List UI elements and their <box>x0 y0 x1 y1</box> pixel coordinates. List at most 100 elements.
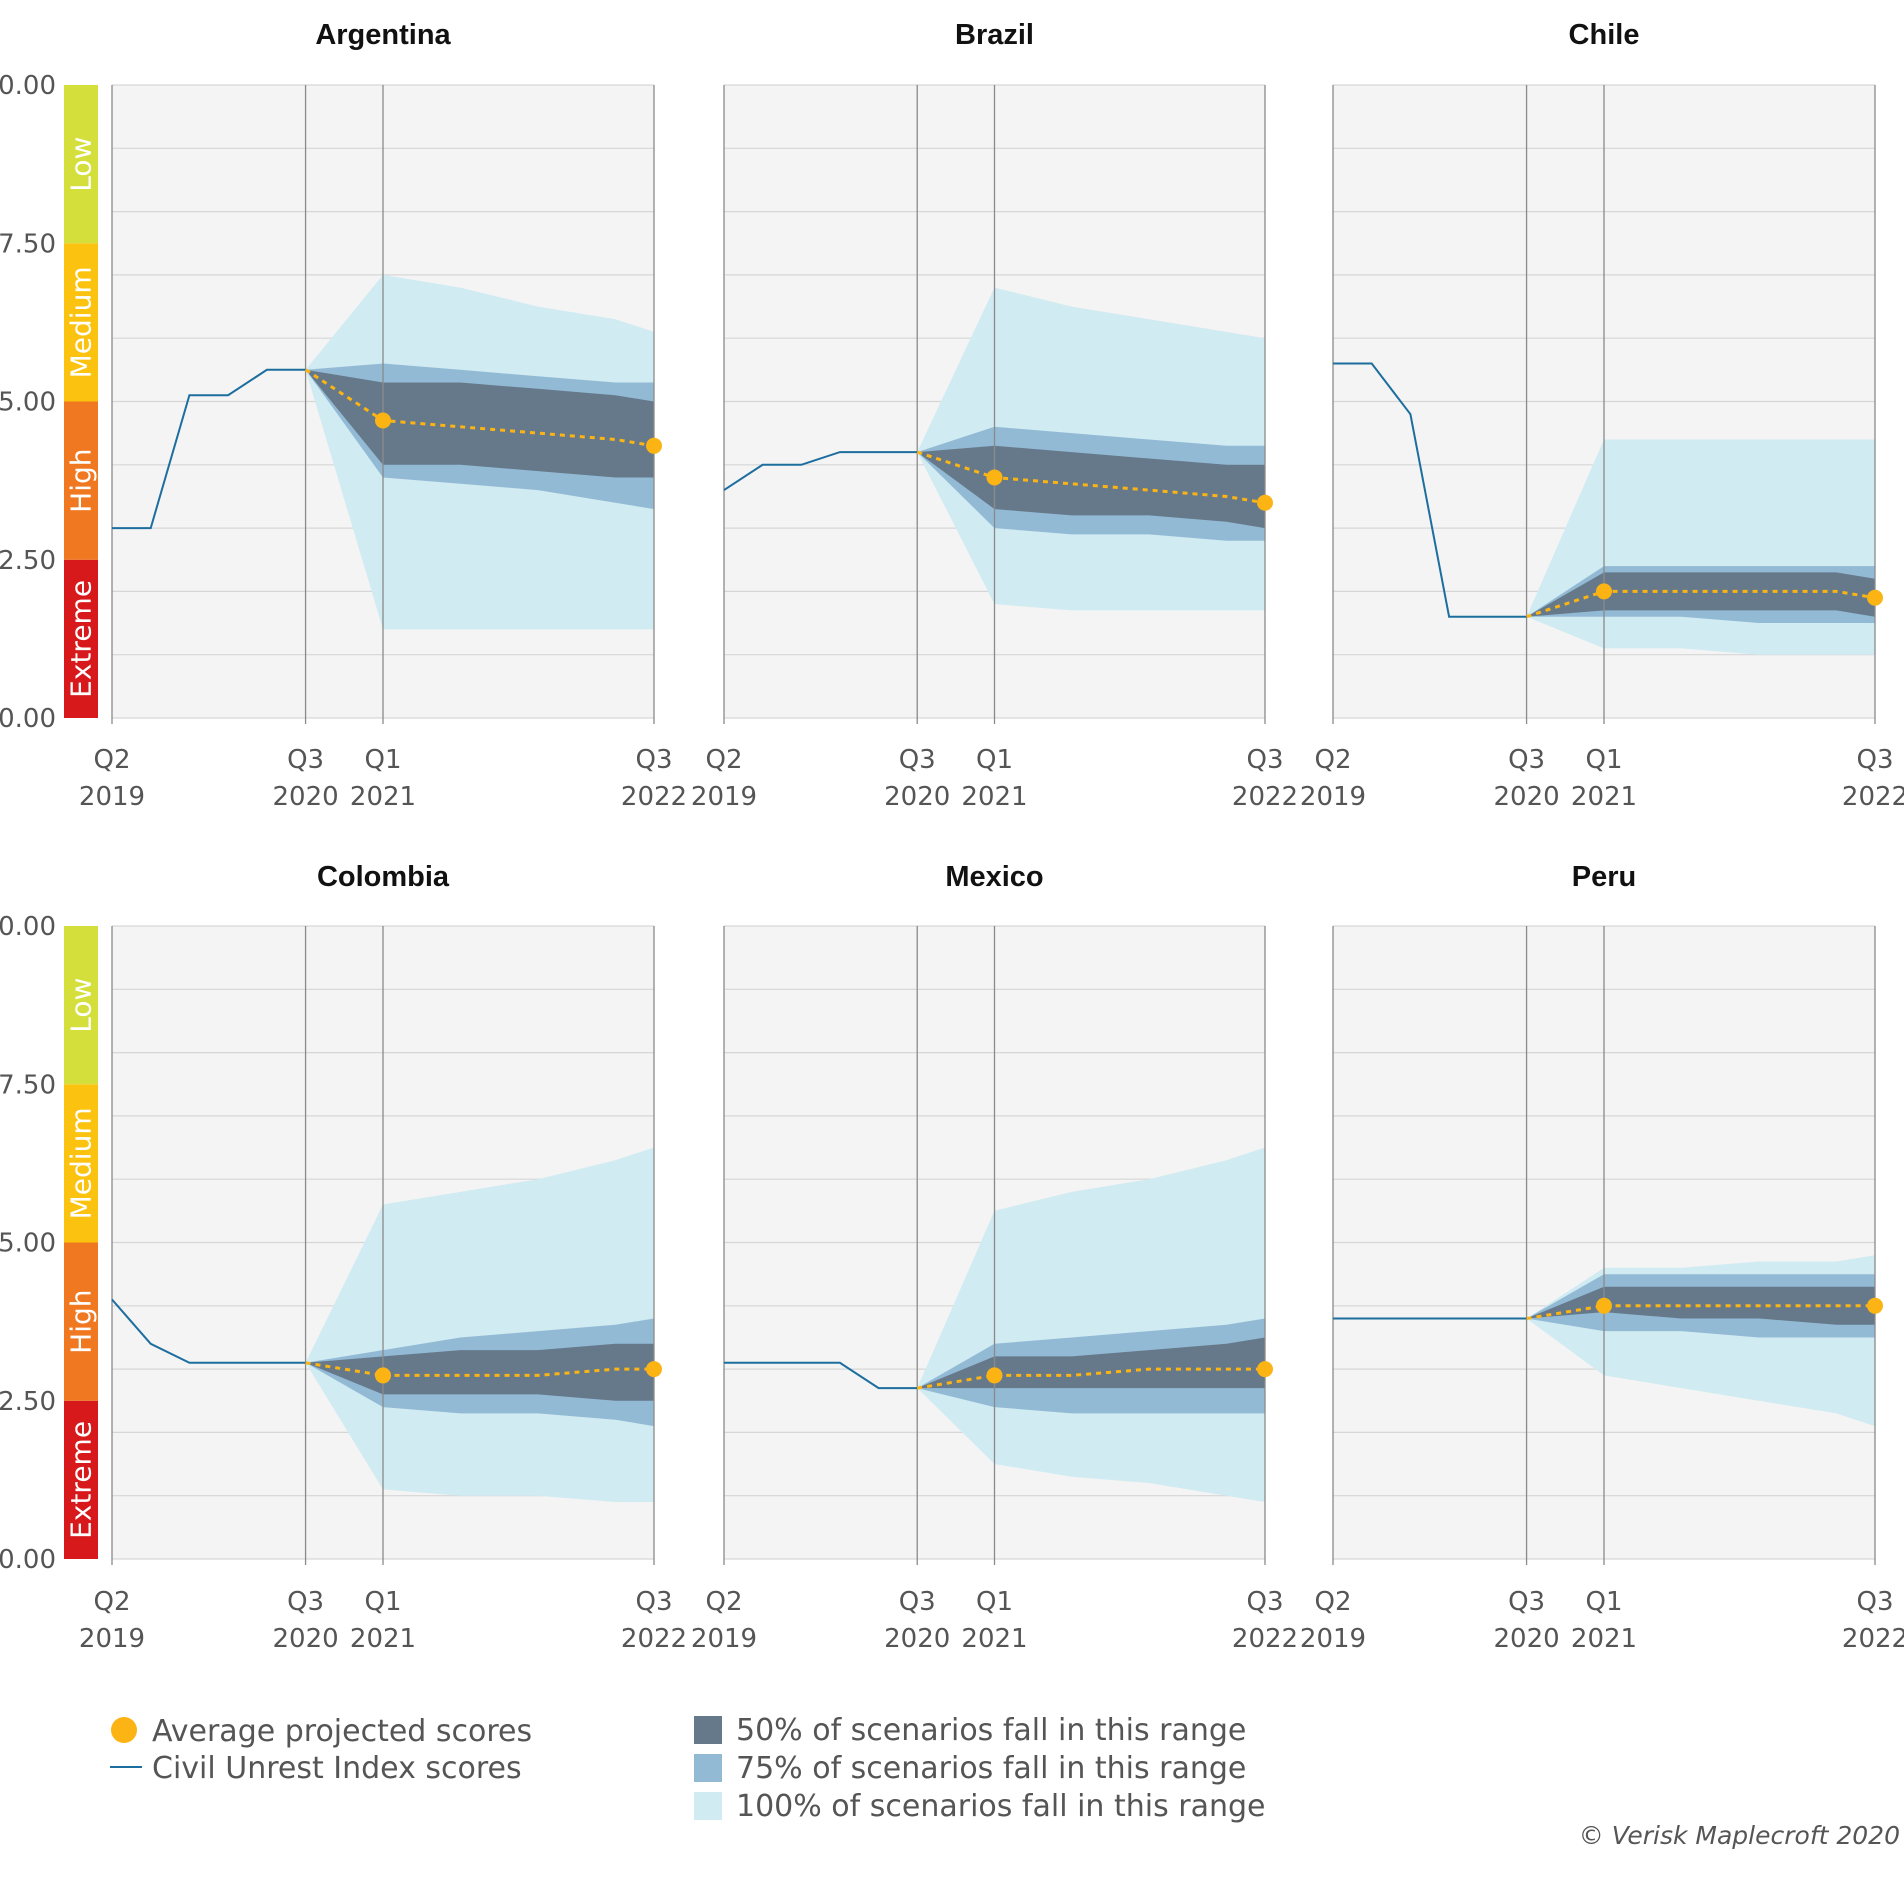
x-tick-year: 2021 <box>961 1624 1027 1654</box>
average-point <box>646 437 662 454</box>
risk-band-low <box>64 926 98 1085</box>
average-point <box>1867 589 1883 606</box>
x-tick-year: 2021 <box>1571 1624 1637 1654</box>
x-tick-label: Q3 <box>899 745 936 775</box>
history-line <box>723 451 918 491</box>
risk-band-label: High <box>65 1289 98 1353</box>
panel-mexico: Mexico Q2 2019 Q3 2020 Q1 2021 Q3 2022 <box>691 861 1298 1654</box>
risk-band-extreme <box>64 559 98 718</box>
risk-band-label: Medium <box>65 266 98 378</box>
average-point <box>1596 583 1612 600</box>
x-tick-label: Q3 <box>635 1587 672 1617</box>
x-tick-label: Q3 <box>287 745 324 775</box>
risk-band-low <box>64 85 98 244</box>
x-tick-year: 2020 <box>1493 1624 1559 1654</box>
x-tick-label: Q2 <box>1314 1587 1351 1617</box>
y-tick-label: 5.00 <box>0 388 56 418</box>
average-point <box>1257 1361 1273 1378</box>
average-line <box>304 368 655 448</box>
average-point <box>1257 494 1273 511</box>
risk-band-label: Low <box>65 137 98 192</box>
x-tick-label: Q3 <box>1856 1587 1893 1617</box>
x-tick-year: 2022 <box>621 782 687 812</box>
x-tick-label: Q3 <box>287 1587 324 1617</box>
average-point <box>986 469 1003 486</box>
x-tick-label: Q1 <box>976 745 1013 775</box>
risk-band-medium <box>64 243 98 402</box>
y-tick-label: 2.50 <box>0 1387 56 1417</box>
average-point <box>1867 1297 1883 1314</box>
legend-history-label: Civil Unrest Index scores <box>152 1751 522 1786</box>
panel-title: Chile <box>1569 19 1640 51</box>
history-line <box>724 1361 918 1390</box>
risk-band-extreme <box>64 1400 98 1559</box>
x-tick-year: 2019 <box>1300 1624 1366 1654</box>
band-50 <box>1526 1286 1875 1325</box>
x-tick-year: 2020 <box>884 782 950 812</box>
x-tick-year: 2021 <box>350 1624 416 1654</box>
history-line <box>111 1298 306 1364</box>
x-tick-label: Q3 <box>1856 745 1893 775</box>
x-tick-label: Q1 <box>364 1587 401 1617</box>
average-line <box>1526 1304 1875 1320</box>
x-tick-year: 2019 <box>79 782 145 812</box>
x-tick-year: 2021 <box>350 782 416 812</box>
risk-band-label: Extreme <box>65 580 98 698</box>
x-tick-label: Q1 <box>1585 745 1622 775</box>
y-tick-label: 7.50 <box>0 229 56 259</box>
legend-band-swatch <box>694 1754 722 1782</box>
panel-title: Colombia <box>317 861 450 893</box>
average-point <box>1596 1297 1612 1314</box>
average-line <box>916 450 1266 505</box>
risk-band-label: High <box>65 448 98 512</box>
x-tick-year: 2022 <box>1232 1624 1298 1654</box>
x-tick-label: Q2 <box>705 1587 742 1617</box>
risk-band-label: Extreme <box>65 1421 98 1539</box>
x-tick-label: Q3 <box>635 745 672 775</box>
y-tick-label: 0.00 <box>0 1545 56 1575</box>
average-point <box>986 1367 1003 1384</box>
legend-band-swatch <box>694 1792 722 1820</box>
x-tick-label: Q3 <box>899 1587 936 1617</box>
risk-band-high <box>64 1242 98 1401</box>
panel-title: Argentina <box>315 19 451 51</box>
x-tick-year: 2021 <box>1571 782 1637 812</box>
average-point <box>646 1361 662 1378</box>
band-50 <box>305 1343 654 1401</box>
panel-peru: Peru Q2 2019 Q3 2020 Q1 2021 Q3 2022 <box>1300 861 1904 1654</box>
x-tick-year: 2022 <box>1232 782 1298 812</box>
x-tick-label: Q3 <box>1246 1587 1283 1617</box>
panel-brazil: Brazil Q2 2019 Q3 2020 Q1 2021 Q3 2022 <box>691 19 1298 812</box>
y-tick-label: 7.50 <box>0 1070 56 1100</box>
risk-band-high <box>64 401 98 560</box>
average-line <box>305 1361 654 1377</box>
x-tick-year: 2019 <box>691 1624 757 1654</box>
x-tick-label: Q2 <box>93 1587 130 1617</box>
x-tick-label: Q2 <box>705 745 742 775</box>
legend-band-label: 50% of scenarios fall in this range <box>736 1713 1246 1748</box>
x-tick-label: Q2 <box>1314 745 1351 775</box>
x-tick-year: 2022 <box>621 1624 687 1654</box>
history-line <box>112 368 306 530</box>
x-tick-year: 2019 <box>79 1624 145 1654</box>
legend-band-label: 100% of scenarios fall in this range <box>736 1789 1265 1824</box>
band-50 <box>305 369 654 478</box>
risk-band-medium <box>64 1084 98 1243</box>
average-point <box>375 1367 391 1384</box>
x-tick-label: Q1 <box>364 745 401 775</box>
panel-chile: Chile Q2 2019 Q3 2020 Q1 2021 Q3 2022 <box>1300 19 1904 812</box>
x-tick-year: 2019 <box>691 782 757 812</box>
legend-band-swatch <box>694 1716 722 1744</box>
x-tick-label: Q1 <box>976 1587 1013 1617</box>
x-tick-label: Q1 <box>1585 1587 1622 1617</box>
y-tick-label: 5.00 <box>0 1229 56 1259</box>
legend-average-marker <box>111 1717 137 1743</box>
x-tick-year: 2020 <box>884 1624 950 1654</box>
average-line <box>1526 589 1876 619</box>
x-tick-label: Q2 <box>93 745 130 775</box>
x-tick-label: Q3 <box>1246 745 1283 775</box>
panel-title: Brazil <box>955 19 1034 51</box>
band-50 <box>1526 572 1875 617</box>
